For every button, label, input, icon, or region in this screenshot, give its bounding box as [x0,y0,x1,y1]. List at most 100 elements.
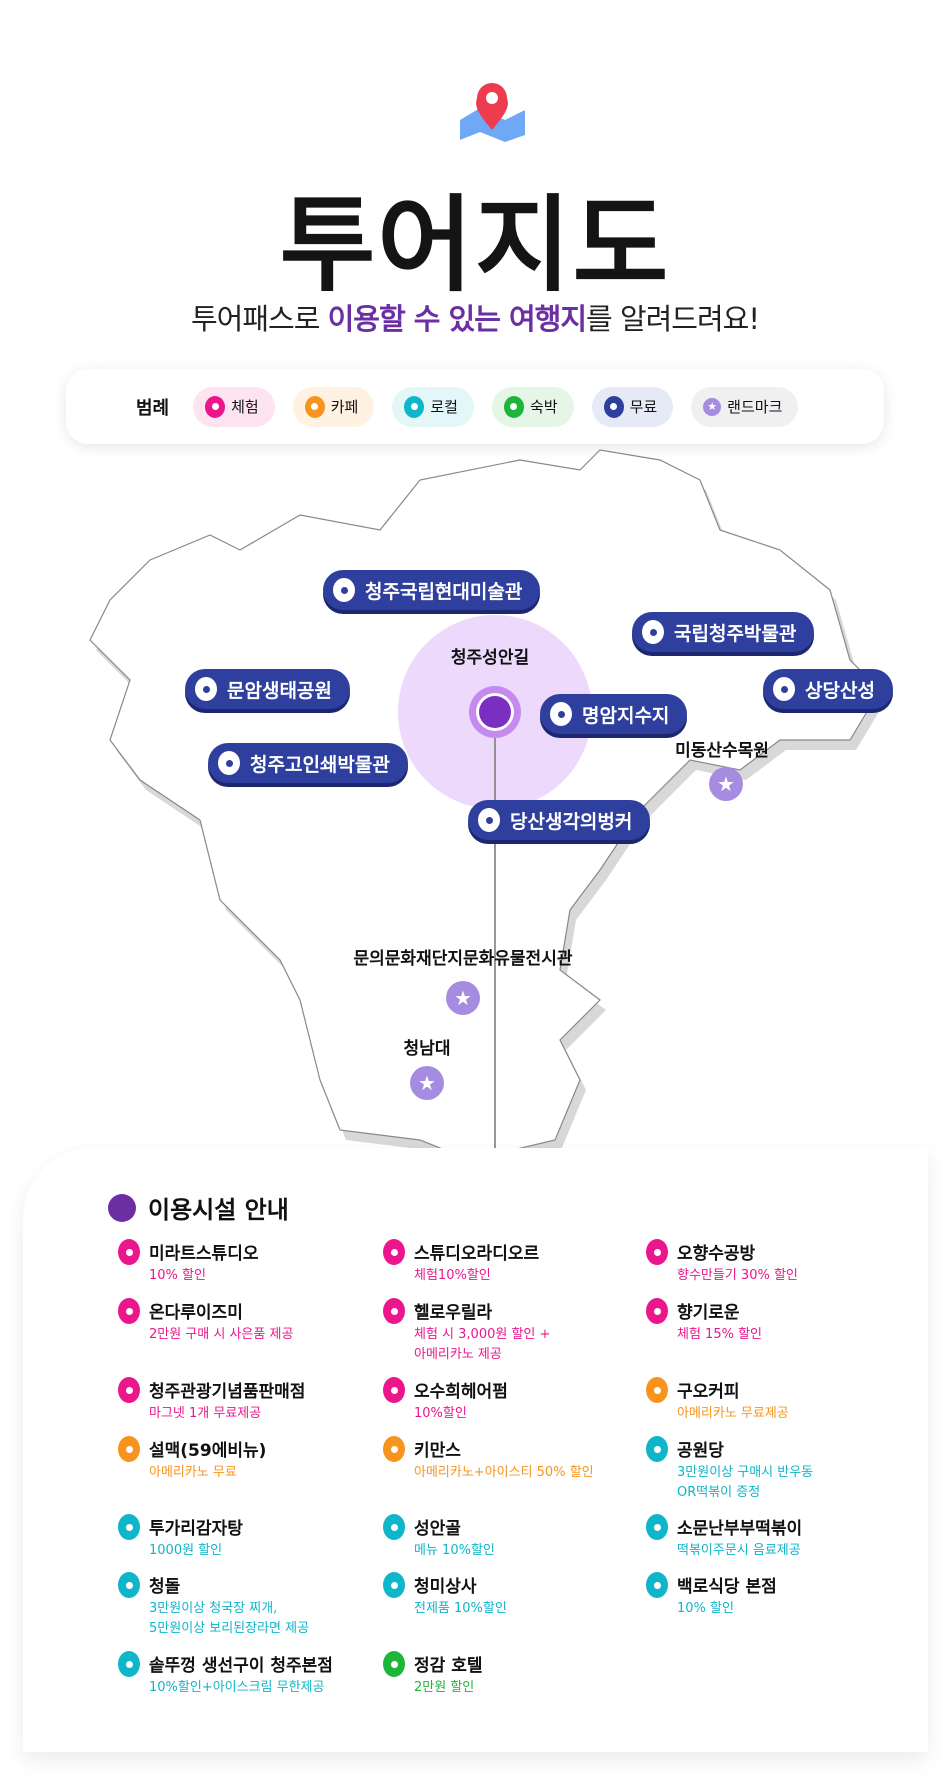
legend-item-label: 카페 [330,398,359,416]
map-pin-icon [118,1377,140,1403]
legend-item-3: 숙박 [491,386,574,427]
facility-benefit: 전제품 10%할인 [414,1601,507,1616]
map-place-tag[interactable]: 청주국립현대미술관 [323,570,541,610]
facility-benefit: 체험10%할인 [414,1268,491,1283]
map-pin-icon [646,1572,668,1598]
landmark-star-icon[interactable]: ★ [446,981,480,1015]
facility-name: 솥뚜껑 생선구이 청주본점 [149,1656,333,1676]
map-pin-icon [603,395,624,418]
map-place-label: 당산생각의벙커 [510,810,633,833]
map-place-label: 문암생태공원 [227,679,332,702]
facility-benefit: 메뉴 10%할인 [414,1543,495,1558]
map-place-tag[interactable]: 국립청주박물관 [632,612,815,652]
legend-item-2: 로컬 [392,386,474,427]
facility-name: 키만스 [414,1441,461,1461]
facility-benefit: 아메리카노 무료 [149,1465,237,1480]
facility-benefit: 체험 시 3,000원 할인 + 아메리카노 제공 [414,1327,551,1362]
map-place-tag[interactable]: 문암생태공원 [185,669,350,709]
page-subtitle: 투어패스로 이용할 수 있는 여행지를 알려드려요! [191,302,760,336]
center-marker-icon [479,696,511,728]
map-pin-icon [383,1651,405,1677]
legend-item-label: 숙박 [529,398,558,416]
facility-benefit: 2만원 할인 [414,1680,475,1695]
landmark-label: 미동산수목원 [675,741,769,761]
facility-benefit: 10% 할인 [677,1601,734,1616]
facility-benefit: 체험 15% 할인 [677,1327,762,1342]
landmark-label: 청남대 [403,1039,451,1059]
map-pin-icon [646,1514,668,1540]
facility-benefit: 아메리카노+아이스티 50% 할인 [414,1465,594,1480]
map-place-tag[interactable]: 당산생각의벙커 [468,800,651,840]
legend: 범례 체험 카페 로컬 숙박 무료 ★ 랜드마크 [66,369,884,444]
map-pin-icon [646,1377,668,1403]
facility-name: 향기로운 [677,1303,740,1323]
map-pin-icon [550,702,572,726]
map-place-tag[interactable]: 청주고인쇄박물관 [208,743,408,783]
region-map [89,449,886,1160]
facility-benefit: 1000원 할인 [149,1543,223,1558]
map-pin-icon [333,578,355,602]
legend-item-label: 체험 [231,398,259,416]
facility-name: 소문난부부떡볶이 [677,1519,803,1539]
map-place-label: 청주국립현대미술관 [365,580,523,603]
map-pin-icon [383,1239,405,1265]
landmark-star-icon[interactable]: ★ [410,1066,444,1100]
legend-item-1: 카페 [292,386,375,427]
facility-name: 정감 호텔 [414,1656,483,1676]
facility-name: 오향수공방 [677,1244,756,1264]
facility-name: 백로식당 본점 [677,1577,777,1597]
map-place-tag[interactable]: 상당산성 [763,669,893,709]
map-pin-icon [205,395,226,418]
facility-benefit: 향수만들기 30% 할인 [677,1268,798,1283]
page-title: 투어지도 [279,184,671,306]
map-place-tag[interactable]: 명암지수지 [540,694,688,734]
map-pin-icon [478,808,500,832]
map-pin-icon [383,1377,405,1403]
facility-name: 청미상사 [414,1577,477,1597]
star-icon: ★ [703,397,722,416]
map-pin-icon [404,395,425,418]
facility-name: 청주관광기념품판매점 [149,1382,306,1402]
landmark-label: 문의문화재단지문화유물전시관 [353,949,573,969]
map-pin-icon [642,620,664,644]
facilities-card [23,1148,928,1752]
map-pin-icon [383,1436,405,1462]
map-pin-icon [383,1514,405,1540]
facility-name: 청돌 [149,1577,181,1597]
legend-label: 범례 [136,397,170,419]
map-pin-icon [118,1651,140,1677]
facility-benefit: 마그넷 1개 무료제공 [149,1406,262,1421]
facility-name: 스튜디오라디오르 [414,1244,540,1264]
legend-item-5: ★ 랜드마크 [691,386,799,427]
map-pin-icon [646,1239,668,1265]
map-pin-icon [773,677,795,701]
facility-name: 구오커피 [677,1382,740,1402]
map-pin-icon [383,1572,405,1598]
facility-benefit: 10%할인 [414,1406,467,1421]
map-pin-icon [118,1572,140,1598]
facilities-title: 이용시설 안내 [108,1190,289,1225]
facility-benefit: 3만원이상 청국장 찌개, 5만원이상 보리된장라면 제공 [149,1601,310,1636]
map-pin-icon [503,395,524,418]
legend-item-0: 체험 [193,386,275,427]
legend-item-label: 무료 [629,398,658,416]
map-pin-icon [118,1436,140,1462]
facility-name: 설맥(59에비뉴) [149,1441,267,1461]
map-pin-logo-icon [460,83,525,142]
center-label: 청주성안길 [450,648,530,668]
map-place-label: 명암지수지 [582,704,670,727]
legend-item-label: 로컬 [430,398,458,416]
facility-benefit: 10%할인+아이스크림 무한제공 [149,1680,325,1695]
facility-name: 성안골 [414,1519,461,1539]
facility-name: 공원당 [677,1441,724,1461]
facility-benefit: 아메리카노 무료제공 [677,1406,789,1421]
map-pin-icon [118,1239,140,1265]
facility-benefit: 떡볶이주문시 음료제공 [677,1543,801,1558]
facility-name: 투가리감자탕 [149,1519,243,1539]
landmark-star-icon[interactable]: ★ [709,767,743,801]
map-pin-icon [646,1298,668,1324]
facility-name: 오수희헤어펌 [414,1382,508,1402]
facility-name: 미라트스튜디오 [149,1244,259,1264]
map-pin-icon [304,395,325,418]
facility-name: 헬로우릴라 [414,1303,493,1323]
